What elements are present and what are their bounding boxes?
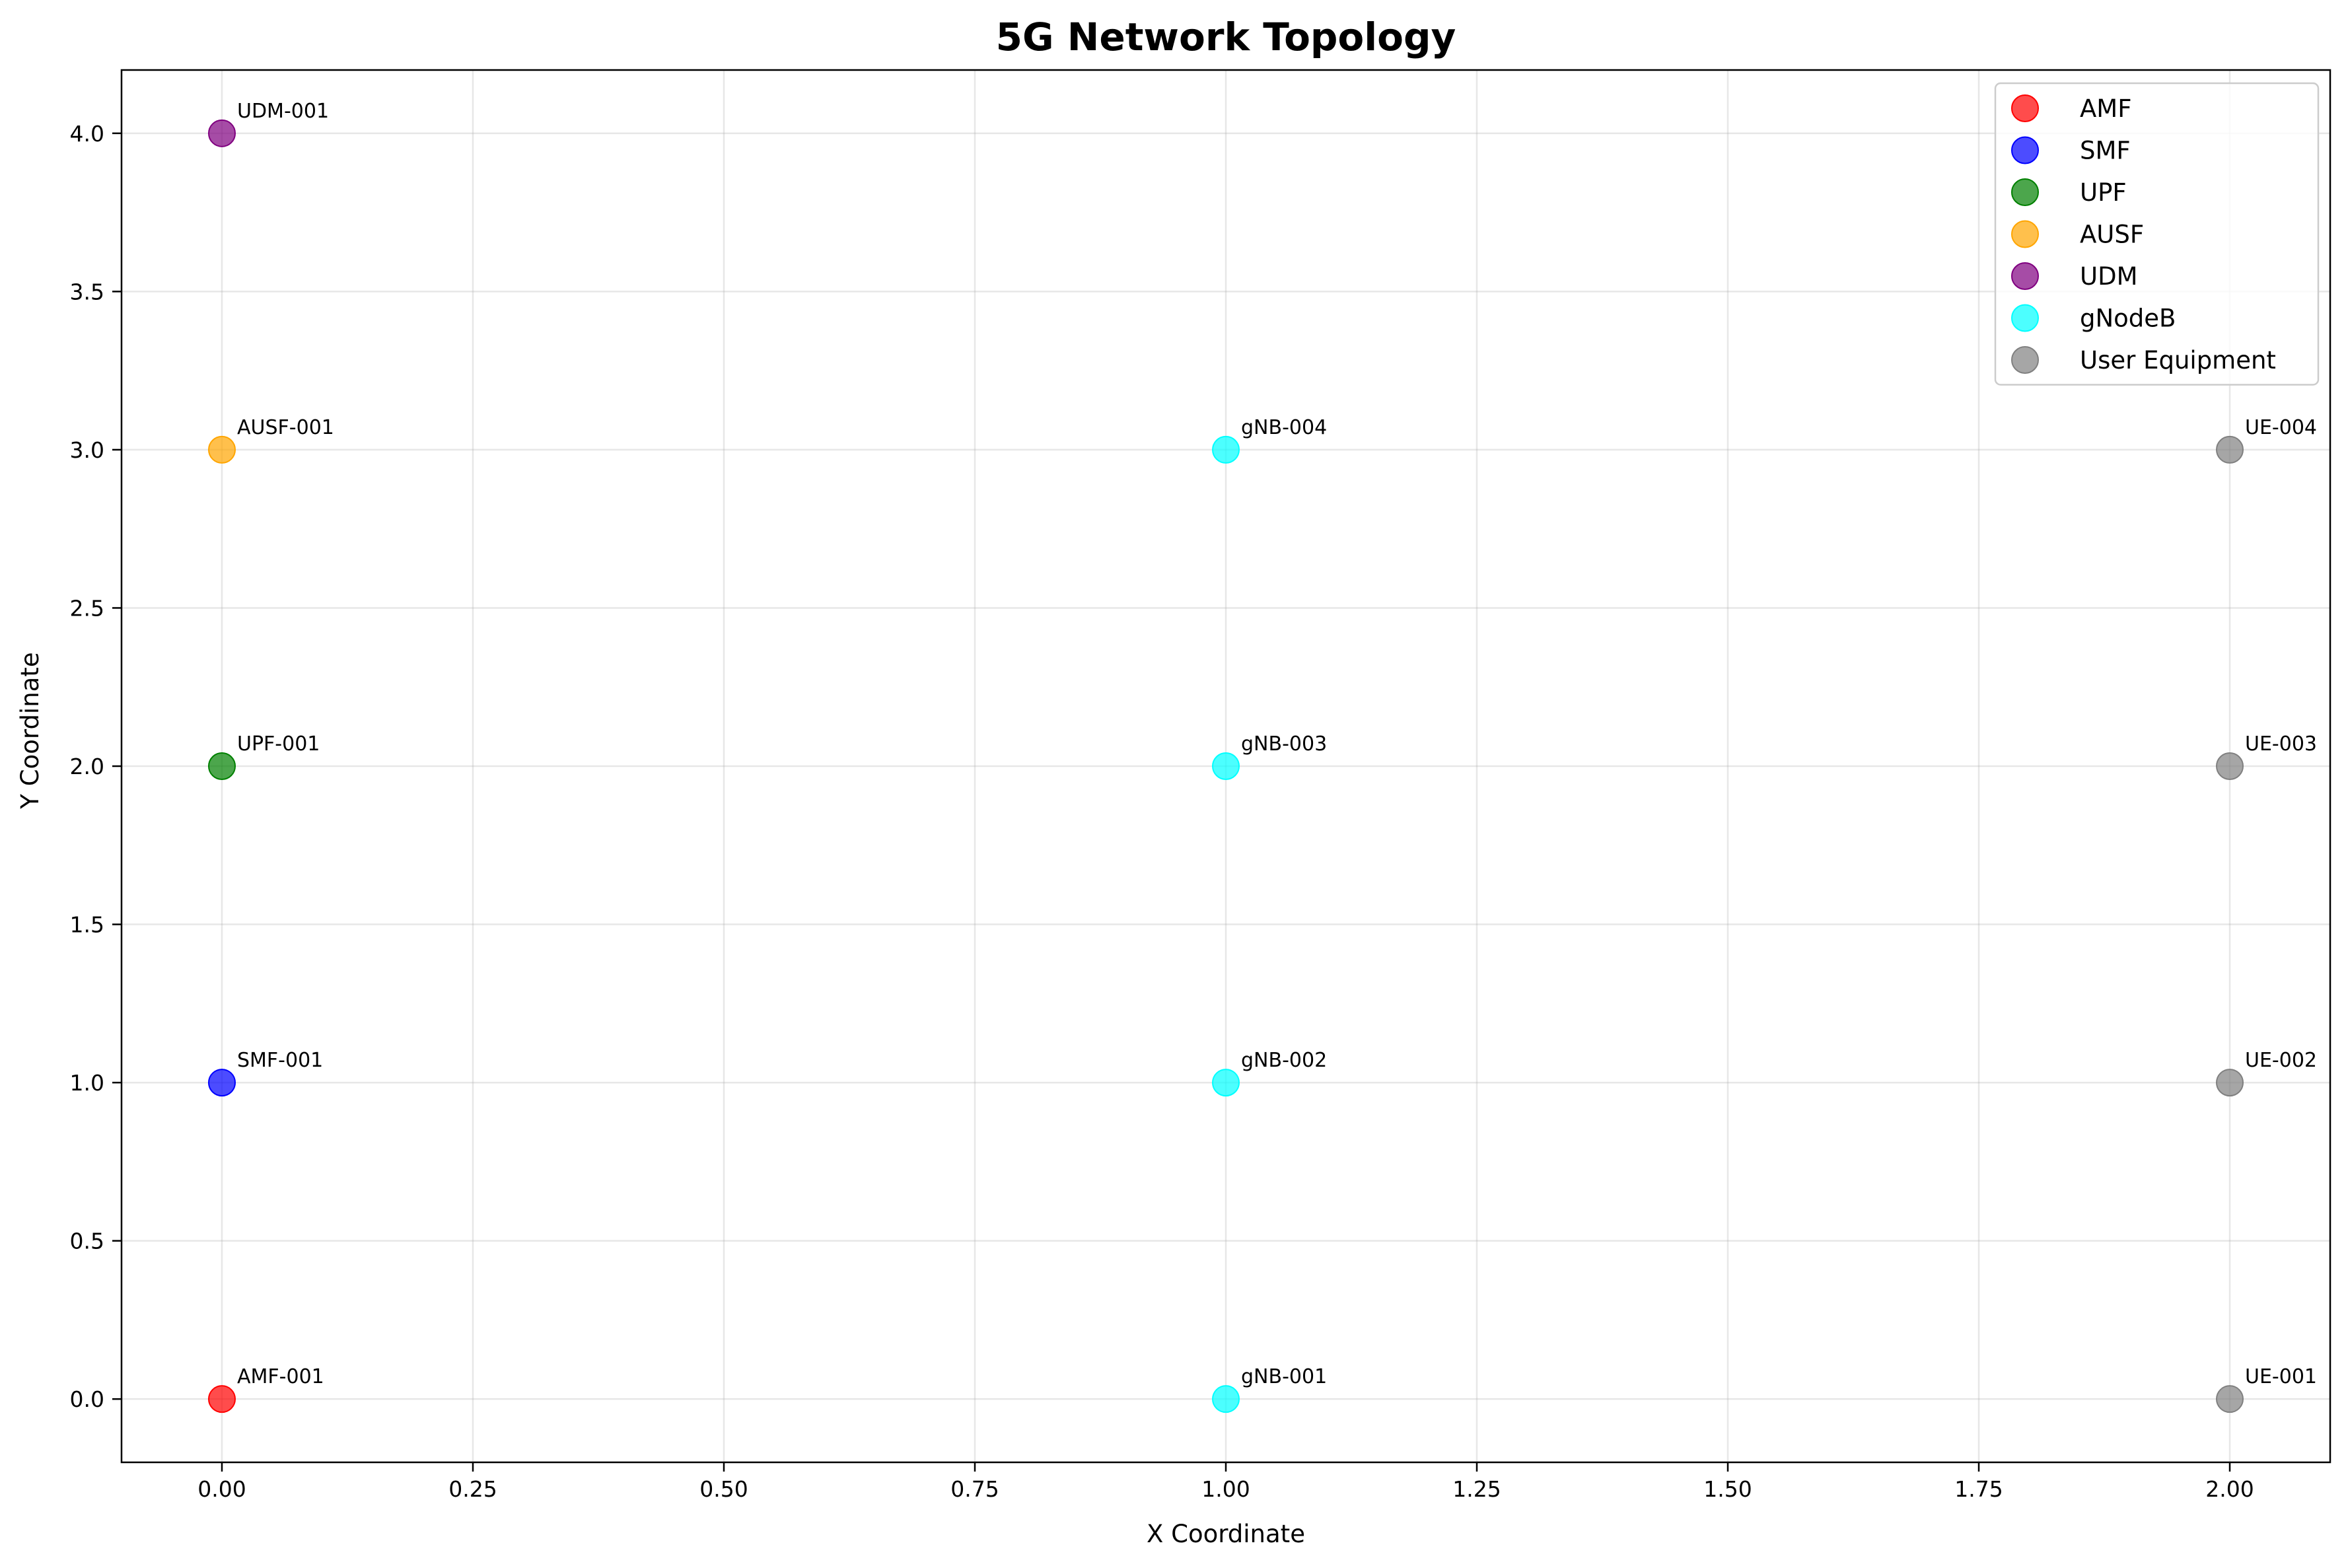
- data-point: [2216, 752, 2244, 780]
- legend-marker: [2011, 346, 2039, 374]
- data-points: [208, 119, 2244, 1413]
- legend-marker: [2011, 136, 2039, 164]
- x-axis-label: X Coordinate: [1147, 1520, 1305, 1548]
- legend-entry: User Equipment: [2080, 346, 2276, 374]
- point-label: SMF-001: [237, 1049, 323, 1072]
- data-point: [208, 1385, 236, 1413]
- chart-title: 5G Network Topology: [996, 15, 1456, 59]
- legend-entry: SMF: [2080, 137, 2131, 165]
- point-label: gNB-002: [1241, 1049, 1327, 1072]
- legend-box: [1994, 82, 2320, 386]
- point-label: UPF-001: [237, 732, 320, 756]
- x-tick-label: 1.25: [1452, 1476, 1501, 1502]
- data-point: [2216, 1069, 2244, 1097]
- legend-entry: gNodeB: [2080, 304, 2176, 333]
- x-tick-label: 1.75: [1954, 1476, 2003, 1502]
- x-tick-label: 1.00: [1201, 1476, 1250, 1502]
- x-tick-label: 0.50: [699, 1476, 748, 1502]
- point-labels: AMF-001 SMF-001 UPF-001 AUSF-001 UDM-001 gNB-…: [237, 100, 2317, 1388]
- y-tick-label: 1.0: [70, 1070, 104, 1096]
- y-tick-label: 0.5: [70, 1229, 104, 1254]
- point-label: gNB-004: [1241, 416, 1327, 439]
- legend-entry: AUSF: [2080, 221, 2144, 249]
- data-point: [2216, 1385, 2244, 1413]
- legend-marker: [2011, 304, 2039, 332]
- x-tick-label: 2.00: [2205, 1476, 2254, 1502]
- y-tick-label: 3.0: [70, 437, 104, 463]
- point-label: UE-001: [2245, 1365, 2317, 1388]
- data-point: [208, 119, 236, 147]
- y-axis-ticks: 0.0 0.5 1.0 1.5 2.0 2.5 3.0 3.5 4.0: [70, 121, 122, 1412]
- y-tick-label: 3.5: [70, 279, 104, 304]
- point-label: UE-002: [2245, 1049, 2317, 1072]
- legend-marker: [2011, 178, 2039, 206]
- legend-entry: UDM: [2080, 262, 2138, 291]
- x-tick-label: 0.25: [448, 1476, 497, 1502]
- x-tick-label: 1.50: [1703, 1476, 1752, 1502]
- legend-marker: [2011, 94, 2039, 122]
- data-point: [1212, 435, 1240, 464]
- y-axis-label: Y Coordinate: [16, 652, 44, 809]
- data-point: [208, 1069, 236, 1097]
- y-tick-label: 1.5: [70, 912, 104, 938]
- point-label: AMF-001: [237, 1365, 324, 1388]
- legend: AMF SMF UPF AUSF UDM gNodeB User Equipment: [1994, 82, 2320, 386]
- x-axis-ticks: 0.00 0.25 0.50 0.75 1.00 1.25 1.50 1.75 2.00: [197, 1462, 2254, 1502]
- y-tick-label: 0.0: [70, 1386, 104, 1412]
- data-point: [1212, 1385, 1240, 1413]
- point-label: gNB-003: [1241, 732, 1327, 756]
- legend-entry: UPF: [2080, 178, 2127, 207]
- data-point: [208, 752, 236, 780]
- data-point: [208, 435, 236, 464]
- point-label: AUSF-001: [237, 416, 334, 439]
- legend-marker: [2011, 220, 2039, 248]
- point-label: UE-004: [2245, 416, 2317, 439]
- point-label: UDM-001: [237, 100, 329, 123]
- point-label: UE-003: [2245, 732, 2317, 756]
- y-tick-label: 2.5: [70, 595, 104, 621]
- data-point: [1212, 1069, 1240, 1097]
- x-tick-label: 0.00: [197, 1476, 246, 1502]
- x-tick-label: 0.75: [950, 1476, 999, 1502]
- legend-marker: [2011, 262, 2039, 290]
- y-tick-label: 4.0: [70, 121, 104, 147]
- data-point: [2216, 435, 2244, 464]
- y-tick-label: 2.0: [70, 754, 104, 779]
- legend-entry: AMF: [2080, 94, 2132, 123]
- point-label: gNB-001: [1241, 1365, 1327, 1388]
- data-point: [1212, 752, 1240, 780]
